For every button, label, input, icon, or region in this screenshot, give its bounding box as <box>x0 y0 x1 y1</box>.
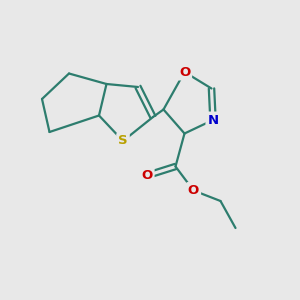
Text: N: N <box>207 113 219 127</box>
Text: O: O <box>188 184 199 197</box>
Text: O: O <box>179 65 190 79</box>
Text: O: O <box>141 169 153 182</box>
Text: S: S <box>118 134 128 148</box>
